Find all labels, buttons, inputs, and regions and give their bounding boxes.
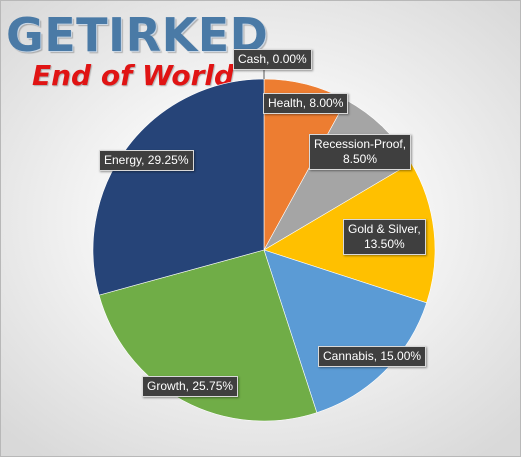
data-label-cannabis: Cannabis, 15.00%	[318, 346, 427, 367]
chart-title: End of World	[32, 59, 235, 92]
slice-energy	[92, 78, 265, 296]
data-label-cash: Cash, 0.00%	[233, 49, 312, 70]
data-label-recession-proof: Recession-Proof, 8.50%	[309, 134, 412, 170]
data-label-gold-silver: Gold & Silver, 13.50%	[343, 219, 426, 255]
slice-cannabis	[263, 249, 428, 414]
data-label-growth: Growth, 25.75%	[142, 376, 239, 397]
data-label-energy: Energy, 29.25%	[99, 150, 194, 171]
data-label-health: Health, 8.00%	[263, 93, 349, 114]
brand-logo: GETIRKED	[6, 8, 269, 62]
